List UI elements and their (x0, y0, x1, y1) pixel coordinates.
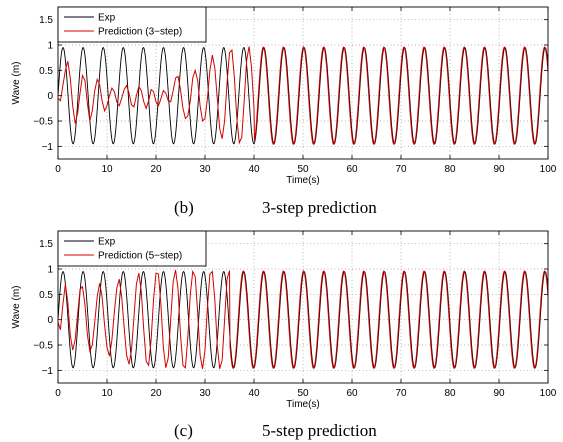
y-axis-label: Wave (m) (11, 62, 22, 105)
x-tick-label: 20 (150, 388, 162, 399)
x-tick-label: 70 (395, 164, 407, 175)
y-tick-label: 0 (47, 91, 53, 102)
chart-panel-c: 0 10 20 30 40 50 60 70 80 90 100 −1 −0.5 0 0.5 1 1.5 Time… (11, 230, 557, 410)
legend-box (57, 6, 207, 43)
y-tick-label: −1 (42, 142, 54, 153)
y-tick-label: −0.5 (33, 117, 53, 128)
x-axis-label: Time(s) (286, 399, 320, 410)
y-tick-label: −0.5 (33, 341, 53, 352)
y-tick-label: 0.5 (39, 66, 53, 77)
chart-panel-b: 0 10 20 30 40 50 60 70 80 90 100 −1 −0.5 0 0.5 1 1.5 Time… (11, 6, 557, 186)
legend-label: Exp (98, 13, 116, 24)
legend-label: Prediction (5−step) (98, 251, 182, 262)
caption-letter-b: (b) (174, 198, 194, 217)
x-tick-label: 30 (199, 388, 211, 399)
y-axis-label: Wave (m) (11, 286, 22, 329)
series-line-prediction (58, 269, 548, 369)
caption-letter-c: (c) (174, 421, 193, 440)
x-tick-label: 60 (346, 164, 358, 175)
x-tick-label: 10 (101, 164, 113, 175)
x-tick-label: 40 (248, 388, 260, 399)
x-tick-label: 100 (540, 388, 557, 399)
series-line-exp (58, 46, 548, 145)
legend-label: Prediction (3−step) (98, 27, 182, 38)
caption-title-c: 5-step prediction (262, 421, 377, 440)
series-line-prediction (58, 46, 548, 145)
x-tick-label: 60 (346, 388, 358, 399)
x-tick-label: 10 (101, 388, 113, 399)
y-tick-label: 1.5 (39, 239, 53, 250)
x-tick-label: 50 (297, 388, 309, 399)
x-tick-label: 80 (444, 164, 456, 175)
x-axis-label: Time(s) (286, 175, 320, 186)
x-tick-label: 40 (248, 164, 260, 175)
legend-box (57, 230, 207, 267)
x-tick-label: 100 (540, 164, 557, 175)
y-tick-label: 1 (47, 265, 53, 276)
y-tick-label: 0 (47, 315, 53, 326)
y-tick-label: −1 (42, 366, 54, 377)
x-tick-label: 70 (395, 388, 407, 399)
x-tick-label: 80 (444, 388, 456, 399)
caption-title-b: 3-step prediction (262, 198, 377, 217)
y-tick-label: 0.5 (39, 290, 53, 301)
legend-label: Exp (98, 237, 116, 248)
x-tick-label: 20 (150, 164, 162, 175)
x-tick-label: 0 (55, 164, 61, 175)
x-tick-label: 90 (493, 164, 505, 175)
x-tick-label: 30 (199, 164, 211, 175)
y-tick-label: 1.5 (39, 15, 53, 26)
x-tick-label: 50 (297, 164, 309, 175)
x-tick-label: 90 (493, 388, 505, 399)
y-tick-label: 1 (47, 41, 53, 52)
x-tick-label: 0 (55, 388, 61, 399)
series-line-exp (58, 270, 548, 369)
